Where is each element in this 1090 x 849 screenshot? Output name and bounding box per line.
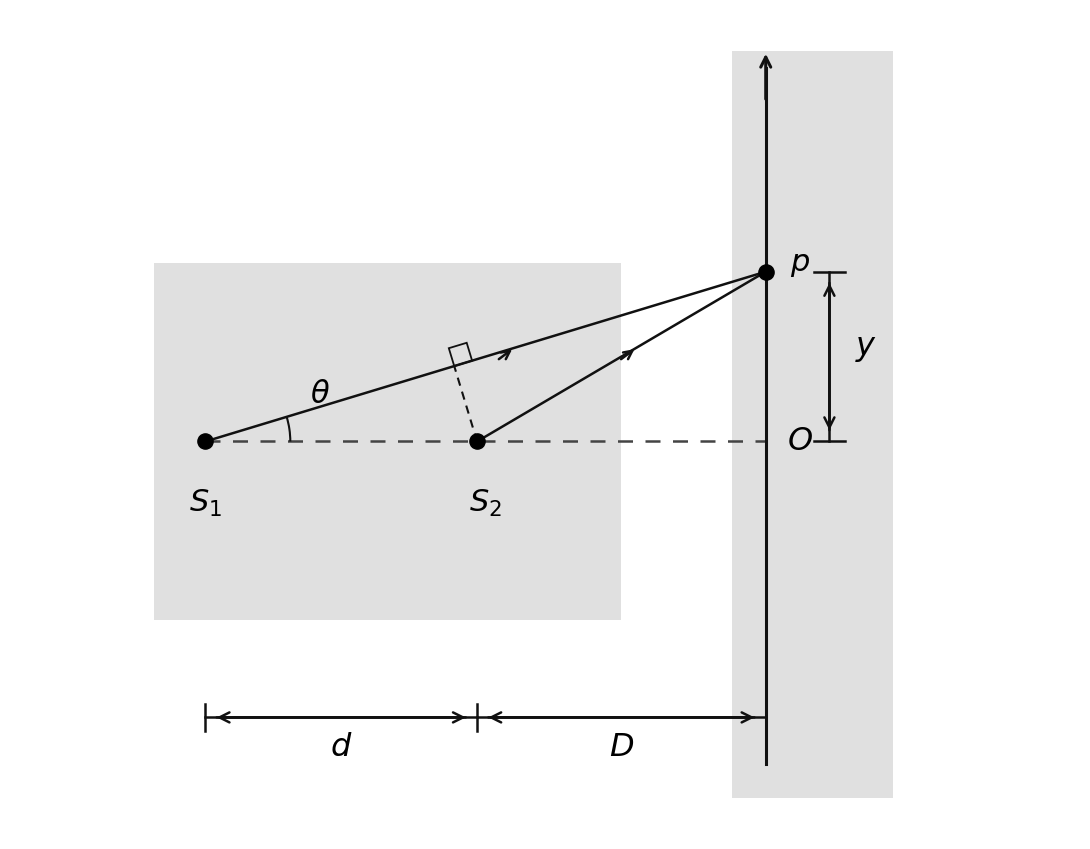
Text: $S_1$: $S_1$ [189,488,222,520]
Bar [155,263,621,620]
Point [469,435,486,448]
Text: $\theta$: $\theta$ [310,380,330,410]
Text: $y$: $y$ [855,333,877,363]
Point [196,435,214,448]
Text: $D$: $D$ [609,732,634,762]
Point [758,265,775,278]
Bar [731,51,893,798]
Text: $d$: $d$ [330,732,352,762]
Text: $S_2$: $S_2$ [469,488,502,520]
Text: $O$: $O$ [787,426,813,457]
Text: $p$: $p$ [789,248,810,278]
